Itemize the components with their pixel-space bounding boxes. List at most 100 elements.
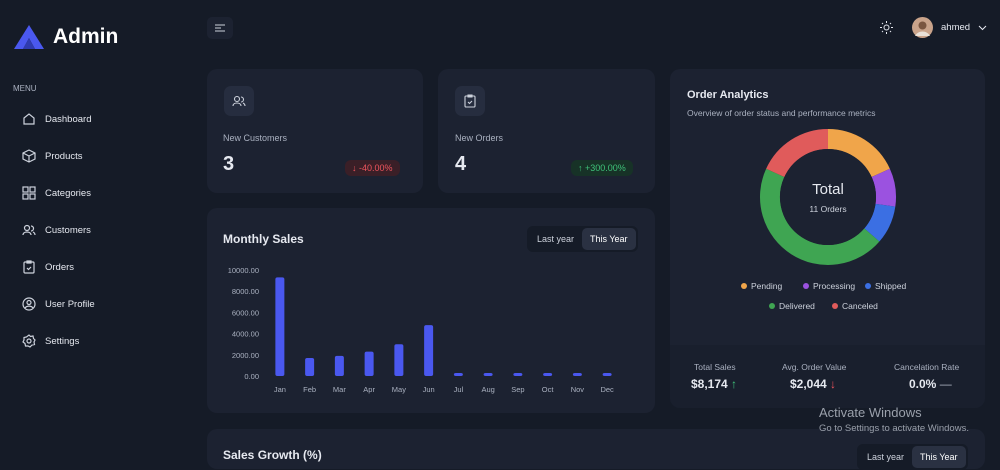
stat: 0.0% —: [909, 377, 952, 391]
brand[interactable]: Admin: [13, 24, 118, 50]
donut-center-label: 11 Orders: [809, 204, 846, 214]
y-tick-label: 4000.00: [232, 330, 259, 339]
nav-icon: [22, 334, 36, 348]
nav-icon: [22, 297, 36, 311]
donut-segment: [863, 203, 896, 242]
stat-value: $2,044: [790, 377, 827, 391]
kpi-card: New Orders 4 ↑ +300.00%: [438, 69, 655, 193]
donut-segment: [871, 168, 896, 207]
avatar: [912, 17, 933, 38]
stat-value: 0.0%: [909, 377, 937, 391]
card-title: Order Analytics: [687, 89, 769, 101]
stat-value: $8,174: [691, 377, 728, 391]
x-tick-label: Oct: [542, 385, 555, 394]
period-toggle: Last year This Year: [527, 226, 638, 252]
page: { "brand": "Admin", "sidebar": {"section…: [13, 17, 987, 468]
y-tick-label: 2000.00: [232, 351, 259, 360]
nav-label: Products: [45, 150, 83, 162]
bar: [483, 373, 493, 376]
bar: [543, 373, 553, 376]
nav-item[interactable]: Orders: [22, 260, 74, 274]
nav-label: User Profile: [45, 298, 95, 310]
kpi-label: New Orders: [455, 133, 504, 143]
legend-label: Delivered: [779, 301, 815, 311]
nav-item[interactable]: Customers: [22, 223, 91, 237]
nav-item[interactable]: Settings: [22, 334, 79, 348]
watermark: Activate Windows Go to Settings to activ…: [819, 405, 969, 434]
nav-icon: [22, 224, 36, 236]
user-menu[interactable]: ahmed: [912, 17, 987, 38]
bar: [305, 357, 315, 376]
stat: $2,044 ↓: [790, 377, 837, 391]
sales-growth-card: Sales Growth (%) Last year This Year: [207, 429, 985, 470]
kpi-value: 3: [223, 153, 235, 175]
nav-label: Customers: [45, 224, 91, 236]
legend-label: Processing: [813, 281, 855, 291]
x-tick-label: Apr: [363, 385, 375, 394]
legend-swatch: [865, 283, 871, 289]
watermark-text: Go to Settings to activate Windows.: [819, 423, 969, 434]
brand-name: Admin: [53, 25, 119, 48]
donut-chart: Total 11 Orders Pending Processing Shipped De…: [741, 129, 906, 311]
user-name: ahmed: [941, 22, 971, 33]
x-tick-label: May: [392, 385, 406, 394]
bar: [334, 355, 344, 376]
donut-center-title: Total: [812, 181, 844, 198]
menu-icon: [215, 24, 225, 32]
legend-swatch: [769, 303, 775, 309]
bar-chart: 0.00 2000.00 4000.00 6000.00 8000.00 10000.00…: [228, 266, 614, 394]
legend-swatch: [741, 283, 747, 289]
kpi-card: New Customers 3 ↓ -40.00%: [207, 69, 423, 193]
x-tick-label: Jun: [423, 385, 435, 394]
chevron: [978, 25, 987, 30]
nav-item[interactable]: User Profile: [22, 297, 95, 311]
bar: [602, 373, 612, 376]
kpi-value: 4: [455, 153, 467, 175]
card-title: Monthly Sales: [223, 232, 304, 246]
nav-label: Settings: [45, 335, 80, 347]
nav-icon: [23, 113, 35, 125]
theme-toggle[interactable]: [880, 21, 893, 34]
bar: [513, 373, 523, 376]
nav-icon: [22, 186, 36, 200]
x-tick-label: Nov: [571, 385, 585, 394]
bar: [572, 373, 582, 376]
toggle-option[interactable]: Last year: [537, 234, 575, 244]
x-tick-label: Jan: [274, 385, 286, 394]
menu-toggle[interactable]: [207, 17, 233, 39]
stat-label: Total Sales: [694, 362, 736, 372]
nav-icon: [22, 149, 36, 163]
x-tick-label: Jul: [454, 385, 464, 394]
nav-item[interactable]: Products: [22, 149, 83, 163]
donut-hole: [780, 149, 876, 245]
nav-item[interactable]: Categories: [22, 186, 91, 200]
legend-label: Shipped: [875, 281, 906, 291]
kpi-label: New Customers: [223, 133, 288, 143]
stats-band: [670, 345, 985, 408]
y-tick-label: 0.00: [244, 372, 259, 381]
toggle-option[interactable]: This Year: [582, 228, 636, 250]
bar: [275, 277, 285, 376]
menu-label: MENU: [13, 84, 37, 93]
nav-icon: [23, 260, 35, 274]
x-tick-label: Aug: [481, 385, 494, 394]
stat-label: Avg. Order Value: [782, 362, 847, 372]
brand-logo: [14, 25, 44, 49]
kpi-icon: [224, 86, 254, 116]
legend-label: Canceled: [842, 301, 878, 311]
x-tick-label: Dec: [600, 385, 614, 394]
donut-segment: [766, 129, 829, 178]
y-tick-label: 10000.00: [228, 266, 259, 275]
nav-item[interactable]: Dashboard: [22, 112, 91, 126]
toggle-option[interactable]: This Year: [912, 446, 966, 468]
toggle-option[interactable]: Last year: [867, 452, 905, 462]
card-title: Sales Growth (%): [223, 448, 322, 462]
kpi-change: ↑ +300.00%: [571, 160, 633, 176]
bar: [453, 373, 463, 376]
kpi-change: ↓ -40.00%: [345, 160, 400, 176]
x-tick-label: Mar: [333, 385, 346, 394]
legend-swatch: [803, 283, 809, 289]
card-subtitle: Overview of order status and performance…: [687, 108, 876, 118]
x-tick-label: Feb: [303, 385, 316, 394]
watermark-title: Activate Windows: [819, 405, 922, 420]
